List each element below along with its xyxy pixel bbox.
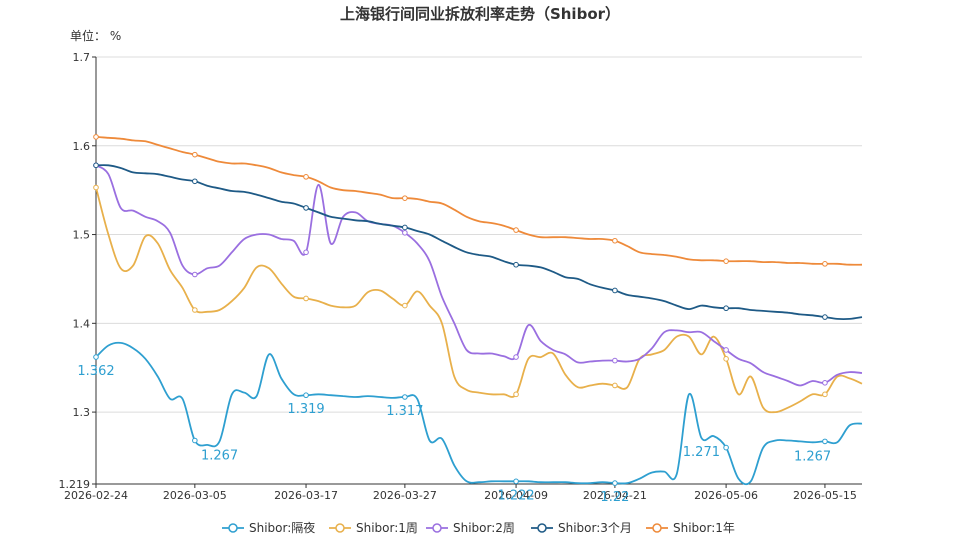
legend[interactable]: Shibor:隔夜 Shibor:1周 Shibor:2周 Shibor:3个月 Shi… [222, 520, 735, 535]
series-point [93, 184, 99, 191]
legend-label: Shibor:隔夜 [249, 520, 315, 535]
series-line-4 [95, 136, 863, 266]
series-point [402, 195, 408, 201]
x-tick-label: 2026-04-09 [484, 489, 548, 502]
data-label: 1.362 [77, 364, 114, 379]
series-point [192, 307, 198, 313]
data-label: 1.319 [287, 402, 324, 417]
y-tick-label: 1.219 [59, 478, 91, 491]
legend-item[interactable]: Shibor:1年 [646, 521, 735, 535]
data-label: 1.317 [386, 404, 423, 419]
series-point [303, 392, 309, 399]
series-point [192, 271, 198, 278]
x-tick-label: 2026-03-05 [163, 489, 227, 502]
legend-item[interactable]: Shibor:隔夜 [222, 520, 315, 535]
series-point [513, 354, 519, 360]
series-line-0 [95, 341, 863, 486]
series-point [513, 391, 519, 398]
series-point [402, 394, 408, 400]
data-label: 1.222 [497, 488, 534, 503]
legend-marker [335, 523, 345, 533]
data-label: 1.22 [600, 490, 629, 505]
legend-item[interactable]: Shibor:2周 [426, 521, 515, 535]
series-point [723, 258, 729, 264]
x-tick-label: 2026-03-17 [274, 489, 338, 502]
legend-label: Shibor:2周 [453, 521, 515, 535]
data-label: 1.267 [201, 448, 238, 463]
series-point [723, 305, 729, 312]
y-tick-label: 1.3 [73, 406, 91, 419]
series-line-1 [95, 187, 863, 414]
series-point [93, 162, 99, 169]
series-point [192, 178, 198, 185]
x-tick-label: 2026-02-24 [64, 489, 128, 502]
series-point [612, 237, 618, 244]
x-tick-label: 2026-04-21 [583, 489, 647, 502]
data-labels: 1.362 1.267 1.319 1.317 1.222 1.22 1.271 1.267 [77, 364, 831, 505]
data-markers [93, 134, 828, 486]
series-point [192, 437, 198, 444]
series-point [513, 261, 519, 268]
series-point [303, 205, 309, 211]
series-point [513, 227, 519, 233]
series-line-2 [95, 164, 863, 387]
series-point [822, 438, 828, 445]
y-unit-label: 单位： % [70, 28, 121, 43]
series-point [303, 249, 309, 256]
series-point [822, 391, 828, 398]
legend-marker [432, 523, 442, 533]
series-point [612, 382, 618, 389]
x-tick-label: 2026-05-06 [694, 489, 758, 502]
data-label: 1.271 [683, 445, 720, 460]
series-point [822, 379, 828, 386]
legend-label: Shibor:1周 [356, 521, 418, 535]
series-point [402, 229, 408, 236]
legend-marker [537, 523, 547, 533]
y-tick-label: 1.4 [73, 317, 91, 330]
series-point [612, 287, 618, 294]
series-point [303, 174, 309, 180]
series-point [93, 134, 99, 140]
legend-marker [228, 523, 238, 533]
series-point [723, 444, 729, 451]
y-tick-label: 1.6 [73, 140, 91, 153]
legend-item[interactable]: Shibor:3个月 [531, 521, 632, 535]
series-point [402, 224, 408, 231]
series-point [723, 347, 729, 353]
series-point [822, 314, 828, 320]
series-point [822, 261, 828, 267]
chart-title: 上海银行间同业拆放利率走势（Shibor） [340, 5, 620, 23]
x-tick-label: 2026-03-27 [373, 489, 437, 502]
legend-label: Shibor:3个月 [558, 521, 632, 535]
y-tick-label: 1.7 [73, 51, 91, 64]
grid-lines [96, 56, 862, 485]
x-tick-label: 2026-05-15 [793, 489, 857, 502]
series-point [303, 295, 309, 302]
series-point [612, 480, 618, 486]
series-point [612, 357, 618, 364]
series-point [93, 354, 99, 360]
series-point [192, 151, 198, 158]
y-tick-label: 1.5 [73, 229, 91, 242]
series-point [402, 302, 408, 309]
legend-label: Shibor:1年 [673, 521, 735, 535]
legend-item[interactable]: Shibor:1周 [329, 521, 418, 535]
series-point [513, 478, 519, 485]
legend-marker [652, 523, 662, 533]
data-label: 1.267 [794, 449, 831, 464]
series-point [723, 356, 729, 362]
series-line-3 [95, 164, 863, 321]
series-lines [95, 136, 863, 486]
